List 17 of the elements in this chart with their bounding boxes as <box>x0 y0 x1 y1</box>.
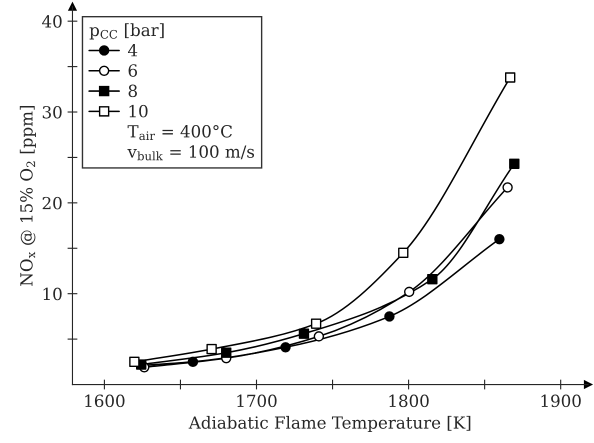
legend-label: 6 <box>128 64 138 77</box>
x-axis-title: Adiabatic Flame Temperature [K] <box>188 416 470 432</box>
y-axis-title: NO$_{x}$ @ 15% O$_{2}$ [ppm] <box>20 106 36 286</box>
y-tick-label: 30 <box>42 106 62 119</box>
annotation: v$_{bulk}$ = 100 m/s <box>127 145 254 160</box>
legend-label: 10 <box>130 104 148 118</box>
y-tick-label: 10 <box>44 288 62 300</box>
annotation: T$_{air}$ = 400°C <box>128 124 232 140</box>
x-tick-label: 1700 <box>237 394 277 408</box>
x-tick-label: 1800 <box>389 394 429 408</box>
x-tick-label: 1900 <box>542 394 581 408</box>
legend-label: 4 <box>128 44 138 56</box>
legend-label: 8 <box>128 84 137 98</box>
x-tick-label: 1600 <box>85 394 125 408</box>
y-tick-label: 20 <box>42 196 62 210</box>
legend-title: p$_{CC}$ [bar] <box>90 23 164 40</box>
y-tick-label: 40 <box>42 15 62 28</box>
